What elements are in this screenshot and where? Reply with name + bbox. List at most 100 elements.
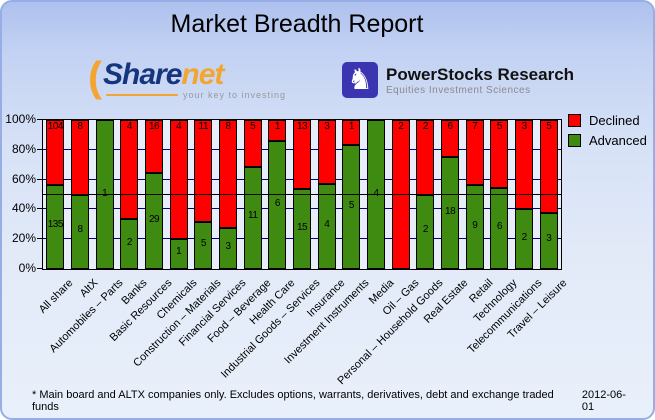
stacked-bar: 1 (95, 120, 114, 269)
bar-column: 13 15 (290, 120, 315, 269)
declined-value-label: 8 (77, 121, 83, 132)
advanced-value-label: 8 (77, 224, 83, 236)
bar-segment-declined (391, 120, 410, 269)
chart-legend: Declined Advanced (568, 113, 647, 153)
bar-segment-declined (515, 120, 534, 210)
stacked-bar: 5 11 (243, 120, 262, 269)
declined-value-label: 16 (148, 121, 160, 132)
footer: * Main board and ALTX companies only. Ex… (2, 389, 653, 413)
stacked-bar: 4 (367, 120, 386, 269)
advanced-value-label: 2 (521, 231, 528, 243)
bar-segment-declined (441, 120, 460, 158)
bar-segment-declined (219, 120, 238, 229)
bar-segment-advanced (145, 172, 164, 269)
stacked-bar: 13 15 (293, 120, 312, 269)
bar-column: 4 (364, 120, 389, 269)
advanced-value-label: 3 (546, 233, 552, 245)
advanced-value-label: 4 (367, 188, 385, 199)
declined-value-label: 6 (447, 121, 454, 132)
declined-swatch (568, 114, 581, 127)
bar-segment-advanced (169, 239, 188, 269)
advanced-value-label: 2 (126, 236, 133, 248)
sharenet-wordmark-share: Share (103, 58, 182, 91)
bar-segment-advanced (243, 166, 262, 269)
advanced-swatch (568, 134, 581, 147)
y-tick-mark (37, 208, 42, 210)
declined-value-label: 5 (250, 121, 256, 132)
bar-segment-declined (243, 120, 262, 167)
bar-segment-advanced (317, 183, 336, 269)
bar-segment-advanced (342, 144, 361, 269)
declined-value-label: 1 (348, 121, 355, 132)
page-title: Market Breadth Report (170, 10, 424, 38)
bar-segment-declined (293, 120, 312, 190)
declined-label: Declined (589, 113, 640, 128)
bar-segment-advanced (219, 228, 238, 269)
declined-value-label: 13 (296, 121, 308, 132)
x-category-label: All share (37, 277, 76, 316)
advanced-value-label: 3 (225, 240, 232, 252)
bar-segment-advanced (293, 189, 312, 269)
footnote: * Main board and ALTX companies only. Ex… (32, 389, 554, 413)
bar-segment-declined (169, 120, 188, 240)
declined-value-label: 4 (126, 121, 133, 132)
plot-area: 1041358814216294111583511161315341542226… (42, 119, 562, 270)
powerstocks-logo: ♞ PowerStocks Research Equities Investme… (342, 62, 574, 98)
advanced-value-label: 1 (176, 246, 182, 258)
stacked-bar: 11 5 (194, 120, 213, 269)
y-tick-mark (37, 119, 42, 120)
bar-column: 2 (388, 120, 413, 269)
advanced-label: Advanced (589, 133, 647, 148)
sharenet-swoosh-icon: ( (88, 53, 102, 100)
bar-column: 6 18 (438, 120, 463, 269)
y-tick-mark (37, 178, 42, 180)
bar-segment-declined (268, 120, 287, 142)
knight-icon: ♞ (342, 62, 378, 98)
declined-value-label: 2 (398, 121, 404, 132)
sharenet-underline (106, 94, 178, 96)
bar-segment-declined (465, 120, 484, 186)
bar-segment-declined (120, 120, 139, 220)
declined-value-label: 11 (198, 121, 209, 132)
bar-segment-advanced (95, 120, 114, 269)
advanced-value-label: 5 (348, 199, 355, 211)
bar-column: 1 (92, 120, 117, 269)
bar-column: 104 135 (43, 120, 68, 269)
y-tick-label: 60% (11, 171, 36, 186)
bar-segment-advanced (194, 222, 213, 269)
stacked-bar: 2 (391, 120, 410, 269)
y-tick-label: 20% (11, 231, 36, 246)
advanced-value-label: 29 (148, 213, 160, 225)
bar-segment-advanced (120, 219, 139, 269)
advanced-value-label: 5 (200, 238, 207, 250)
advanced-value-label: 9 (472, 219, 478, 231)
declined-value-label: 8 (225, 121, 232, 132)
bar-segment-declined (194, 120, 213, 223)
declined-value-label: 1 (274, 121, 281, 132)
stacked-bar: 104 135 (46, 120, 65, 269)
advanced-value-label: 4 (324, 219, 330, 230)
bar-segment-advanced (539, 213, 558, 269)
advanced-value-label: 11 (248, 210, 258, 222)
sharenet-tagline: your key to investing (183, 90, 287, 100)
powerstocks-subtitle: Equities Investment Sciences (386, 84, 531, 96)
y-tick-mark (37, 268, 42, 269)
